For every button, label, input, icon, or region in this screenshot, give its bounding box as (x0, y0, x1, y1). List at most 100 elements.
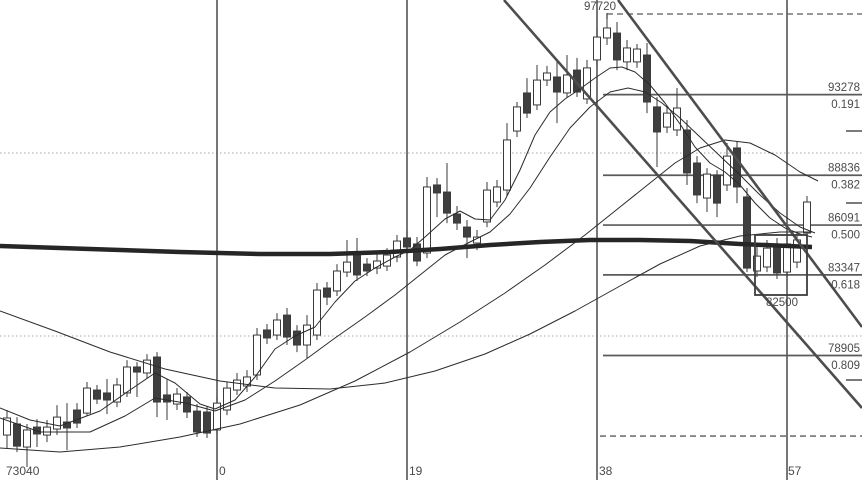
consolidation-box-layer[interactable] (754, 234, 808, 296)
fib-ratio-label: 0.191 (831, 99, 860, 111)
candle-body (233, 379, 241, 391)
fib-top-price-label: 97720 (584, 1, 616, 13)
candle-body (743, 196, 751, 269)
x-axis-label: 73040 (6, 464, 40, 478)
fibonacci-layer[interactable] (600, 13, 862, 437)
candle-body (283, 314, 291, 338)
ma-slow-line (0, 139, 819, 453)
candle-body (703, 173, 711, 199)
candle-bearish (613, 21, 621, 71)
candle-bullish (113, 378, 121, 408)
candle-bearish (283, 308, 291, 346)
candle-body (503, 139, 511, 191)
labels-layer: 73040 0 19 38 57 93278 0.191 88836 0.382 86091 0.5… (6, 1, 860, 478)
candle-body (163, 394, 171, 403)
candle-body (43, 426, 51, 436)
fib-ratio-label: 0.500 (831, 230, 860, 242)
candle-body (353, 254, 361, 276)
candle-body (83, 387, 91, 414)
candle-body (343, 261, 351, 273)
candle-bullish (393, 235, 401, 263)
consolidation-box[interactable] (754, 234, 808, 296)
candle-bullish (123, 360, 131, 397)
candle-body (633, 48, 641, 63)
candle-bullish (53, 405, 61, 436)
candle-body (263, 329, 271, 339)
candle-body (203, 411, 211, 434)
candle-bullish (253, 327, 261, 381)
candle-bullish (23, 423, 31, 467)
fib-price-label: 88836 (828, 163, 860, 175)
candle-bullish (303, 315, 311, 359)
candle-body (733, 147, 741, 188)
candle-bearish (653, 96, 661, 167)
candle-bearish (33, 419, 41, 448)
candle-bullish (423, 176, 431, 259)
candle-body (683, 129, 691, 174)
candle-bearish (463, 219, 471, 259)
candle-bullish (313, 282, 321, 340)
candle-body (273, 319, 281, 336)
descending-trendline[interactable] (503, 0, 862, 409)
candle-body (513, 106, 521, 132)
candle-bullish (563, 55, 571, 99)
candle-bullish (663, 106, 671, 134)
candle-body (773, 243, 781, 274)
candle-body (103, 392, 111, 401)
candle-bullish (803, 196, 811, 238)
candle-bullish (173, 388, 181, 411)
candle-body (223, 387, 231, 411)
candle-bearish (553, 61, 561, 124)
x-axis-label: 0 (219, 464, 226, 478)
candle-bearish (133, 362, 141, 397)
candle-body (303, 324, 311, 346)
candle-bullish (343, 239, 351, 277)
candle-body (753, 255, 761, 272)
candle-bullish (543, 65, 551, 87)
trendlines-layer[interactable] (503, 0, 862, 409)
candle-body (293, 330, 301, 346)
candle-bearish (73, 403, 81, 428)
candle-body (443, 191, 451, 214)
candle-body (363, 263, 371, 272)
candle-bearish (713, 170, 721, 218)
candle-body (153, 356, 161, 403)
candle-body (483, 189, 491, 223)
ma-medium-line (0, 87, 816, 433)
candle-bearish (443, 163, 451, 224)
candle-body (333, 270, 341, 292)
candle-body (553, 76, 561, 93)
candle-bullish (753, 243, 761, 277)
candle-body (603, 27, 611, 39)
candle-body (663, 112, 671, 128)
candle-bullish (783, 237, 791, 277)
candle-body (563, 74, 571, 94)
candle-bearish (203, 406, 211, 438)
candle-bullish (273, 313, 281, 340)
candle-bearish (13, 417, 21, 453)
candle-bullish (3, 410, 11, 449)
candle-bearish (183, 392, 191, 418)
candle-body (3, 417, 11, 436)
candle-bearish (693, 156, 701, 204)
candle-bullish (83, 382, 91, 416)
candle-body (13, 423, 21, 447)
candle-bullish (143, 354, 151, 379)
candle-body (653, 106, 661, 133)
candle-body (803, 201, 811, 234)
fib-price-label: 83347 (828, 262, 860, 274)
candle-body (433, 184, 441, 194)
candle-bearish (193, 404, 201, 438)
fib-ratio-label: 0.809 (831, 360, 860, 372)
candle-bullish (533, 64, 541, 111)
descending-trendline[interactable] (616, 0, 862, 328)
candle-bullish (513, 102, 521, 138)
candle-body (623, 47, 631, 63)
candle-bearish (103, 378, 111, 414)
candle-bearish (153, 352, 161, 418)
candle-bearish (93, 384, 101, 405)
candle-body (613, 32, 621, 61)
candle-bullish (503, 123, 511, 197)
